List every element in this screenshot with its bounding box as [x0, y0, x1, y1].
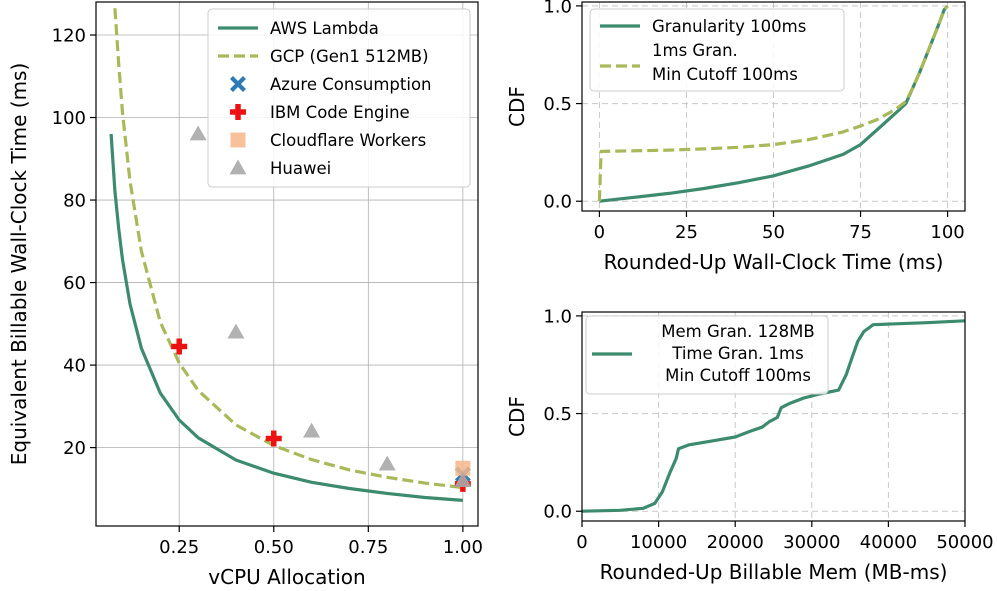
legend-entry-label: Min Cutoff 100ms — [652, 65, 798, 84]
legend-entry-label: Mem Gran. 128MB — [661, 322, 814, 341]
y-tick-label: 60 — [63, 273, 86, 294]
legend-entry-label: IBM Code Engine — [270, 103, 410, 122]
y-tick-label: 80 — [63, 191, 86, 212]
chart-cdf-wallclock: 0 25 50 75 100 0.0 0.5 1.0 Rounded-Up Wall-Clock… — [505, 0, 966, 274]
series-group — [597, 4, 949, 203]
data-point-triangle — [454, 472, 472, 487]
y-tick-label: 0.5 — [543, 94, 572, 115]
data-point-triangle — [303, 422, 321, 438]
x-tick-label: 50000 — [936, 532, 993, 553]
series-group — [109, 8, 464, 502]
x-tick-label: 20000 — [707, 532, 764, 553]
data-point-plus — [171, 338, 188, 355]
data-point-triangle — [378, 455, 396, 471]
x-tick-label: 0 — [576, 532, 587, 553]
legend-entry-label: Min Cutoff 100ms — [665, 366, 811, 385]
x-tick-label: 0.50 — [254, 537, 294, 558]
x-axis-label: Rounded-Up Billable Mem (MB-ms) — [600, 560, 948, 584]
x-axis-label: Rounded-Up Wall-Clock Time (ms) — [604, 250, 944, 274]
plot-frame — [95, 1, 479, 527]
legend-entry-label: Azure Consumption — [270, 75, 432, 94]
x-tick-label: 10000 — [630, 532, 687, 553]
series-line-1 — [597, 4, 949, 202]
y-tick-label: 0.0 — [543, 502, 572, 523]
legend-box — [589, 8, 845, 92]
legend-entry-label: Cloudflare Workers — [270, 131, 426, 150]
legend-box — [585, 315, 829, 395]
data-point-square — [455, 460, 471, 476]
x-tick-label: 0.25 — [159, 537, 199, 558]
chart-cdf-memory: 0 10000 20000 30000 40000 50000 0.0 0.5 1.0 Round… — [505, 306, 994, 584]
legend-swatch-marker — [230, 76, 246, 92]
x-tick-label: 25 — [675, 222, 698, 243]
y-axis-label: CDF — [505, 86, 529, 127]
legend-entry-label: Huawei — [270, 159, 331, 178]
series-line-1 — [113, 8, 464, 490]
y-tick-label: 0.5 — [543, 404, 572, 425]
y-tick-label: 1.0 — [543, 0, 572, 17]
legend-swatch-marker — [230, 104, 246, 120]
legend-entry-label: 1ms Gran. — [652, 41, 738, 60]
data-point-plus — [265, 430, 282, 447]
legend-swatch-marker — [230, 132, 246, 148]
x-tick-label: 50 — [762, 222, 785, 243]
x-tick-label: 30000 — [783, 532, 840, 553]
legend-entry-label: GCP (Gen1 512MB) — [270, 47, 429, 66]
x-tick-label: 0.75 — [348, 537, 388, 558]
y-axis-label: Equivalent Billable Wall-Clock Time (ms) — [7, 63, 31, 466]
x-tick-label: 1.00 — [443, 537, 483, 558]
x-tick-label: 40000 — [860, 532, 917, 553]
y-axis-label: CDF — [505, 396, 529, 437]
y-tick-label: 40 — [63, 356, 86, 377]
series-line-0 — [582, 319, 965, 513]
legend-box — [207, 8, 471, 188]
legend-entry-label: AWS Lambda — [270, 19, 379, 38]
data-point-triangle — [227, 323, 245, 339]
legend-entry-label: Time Gran. 1ms — [671, 344, 803, 363]
y-tick-label: 1.0 — [543, 306, 572, 327]
y-tick-label: 120 — [52, 26, 86, 47]
y-tick-label: 0.0 — [543, 192, 572, 213]
series-group — [582, 319, 965, 513]
x-tick-label: 0 — [594, 222, 605, 243]
y-tick-label: 20 — [63, 438, 86, 459]
chart-vcpu-wallclock: 0.25 0.50 0.75 1.00 20 40 60 80 100 120 vCPU Alloc… — [7, 1, 483, 589]
legend-swatch-marker — [229, 159, 247, 175]
series-line-0 — [109, 133, 464, 502]
x-axis-label: vCPU Allocation — [208, 565, 365, 589]
plot-frame — [581, 311, 966, 522]
data-point-triangle — [189, 125, 207, 141]
x-tick-label: 75 — [849, 222, 872, 243]
legend-entry-label: Granularity 100ms — [652, 17, 806, 36]
x-tick-label: 100 — [930, 222, 964, 243]
y-tick-label: 100 — [52, 108, 86, 129]
